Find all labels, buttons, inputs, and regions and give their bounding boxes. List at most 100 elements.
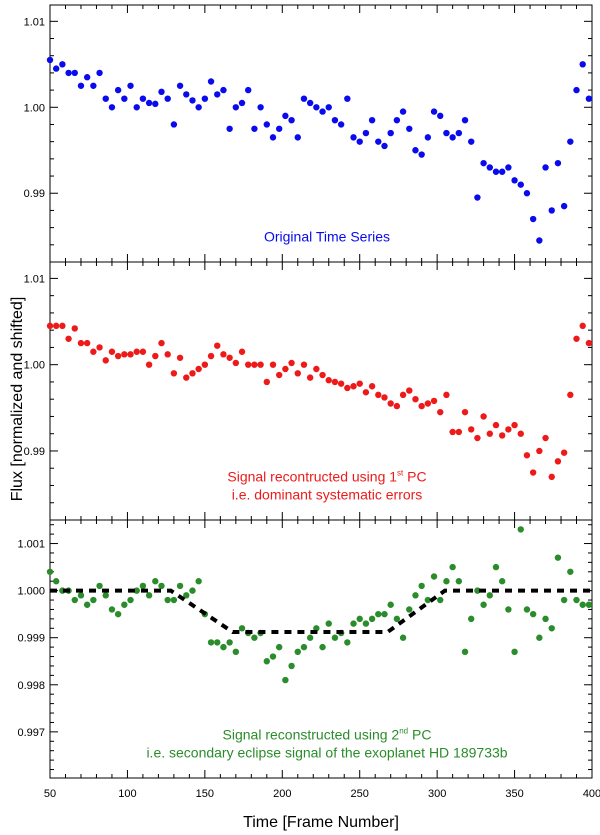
data-point — [83, 601, 91, 608]
data-point — [83, 339, 91, 347]
data-point — [505, 426, 512, 433]
data-point — [133, 348, 140, 355]
data-point — [529, 610, 537, 618]
data-point — [381, 142, 388, 150]
data-point — [319, 643, 326, 651]
data-point — [498, 168, 506, 175]
data-point — [251, 361, 258, 368]
data-point — [548, 207, 555, 214]
annotation-line-1: Original Time Series — [264, 228, 390, 244]
data-point — [121, 351, 128, 358]
data-point — [207, 352, 215, 360]
annotation-line-2: i.e. secondary eclipse signal of the exo… — [146, 744, 507, 760]
data-point — [492, 563, 500, 571]
data-point — [282, 112, 289, 120]
data-point — [492, 421, 500, 429]
data-point — [77, 592, 85, 599]
data-point — [356, 615, 363, 623]
data-point — [443, 578, 450, 585]
x-tick-label: 400 — [583, 788, 600, 800]
data-point — [59, 322, 66, 330]
data-point — [542, 434, 549, 442]
data-point — [220, 351, 227, 358]
data-point — [164, 351, 171, 358]
data-point — [46, 322, 54, 330]
data-point — [517, 526, 524, 533]
data-point — [306, 374, 314, 381]
data-point — [480, 413, 487, 420]
data-point — [511, 648, 518, 656]
annotation-line-1: Signal reconstructed using 2nd PC — [223, 726, 432, 742]
data-point — [325, 104, 332, 111]
data-point — [275, 371, 283, 379]
data-point — [183, 592, 190, 599]
data-point — [189, 587, 196, 594]
data-point — [189, 370, 196, 377]
data-point — [554, 159, 562, 167]
y-tick-label: 0.99 — [24, 446, 45, 458]
data-point — [461, 648, 469, 656]
data-point — [238, 348, 246, 355]
data-point — [195, 578, 202, 585]
data-point — [368, 116, 376, 124]
data-point — [542, 615, 549, 623]
data-point — [573, 335, 580, 342]
plot-frame — [49, 519, 593, 779]
data-point — [245, 361, 252, 368]
data-point — [207, 78, 215, 85]
data-point — [356, 380, 363, 387]
data-point — [245, 86, 252, 94]
data-point — [337, 121, 345, 128]
data-point — [505, 606, 512, 613]
data-point — [127, 351, 134, 358]
data-point — [183, 374, 190, 381]
data-point — [449, 428, 456, 436]
data-point — [375, 610, 382, 618]
data-point — [294, 370, 301, 377]
data-point — [77, 339, 85, 347]
data-point — [567, 138, 574, 145]
data-point — [139, 95, 147, 102]
data-point — [344, 384, 351, 392]
data-point — [226, 639, 233, 646]
data-point — [214, 342, 221, 349]
data-point — [381, 610, 388, 618]
data-point — [573, 86, 580, 94]
data-point — [381, 394, 388, 401]
data-point — [102, 95, 109, 102]
data-point — [430, 108, 438, 115]
y-tick-label: 1.01 — [24, 16, 45, 28]
data-point — [300, 361, 308, 368]
data-point — [331, 116, 339, 124]
data-point — [567, 568, 574, 575]
data-point — [468, 615, 475, 623]
data-point — [275, 125, 283, 132]
data-point — [127, 596, 134, 604]
data-point — [325, 620, 332, 627]
data-point — [90, 348, 97, 355]
data-point — [201, 361, 209, 368]
y-tick-label: 0.999 — [17, 633, 45, 645]
data-point — [461, 116, 469, 124]
data-point — [573, 596, 580, 604]
data-point — [226, 125, 233, 132]
x-tick-label: 50 — [44, 788, 56, 800]
data-point — [127, 82, 134, 89]
data-point — [71, 69, 78, 77]
data-point — [523, 190, 531, 197]
data-point — [238, 625, 246, 632]
data-point — [362, 620, 370, 627]
data-point — [158, 339, 165, 347]
data-point — [393, 116, 401, 124]
data-point — [269, 653, 277, 660]
data-point — [362, 129, 370, 137]
data-point — [344, 639, 351, 646]
data-point — [492, 168, 500, 175]
data-point — [251, 125, 258, 132]
data-point — [412, 395, 419, 403]
data-point — [282, 365, 289, 373]
data-point — [486, 430, 493, 437]
data-point — [455, 129, 463, 137]
data-point — [263, 378, 270, 386]
data-point — [263, 658, 270, 665]
